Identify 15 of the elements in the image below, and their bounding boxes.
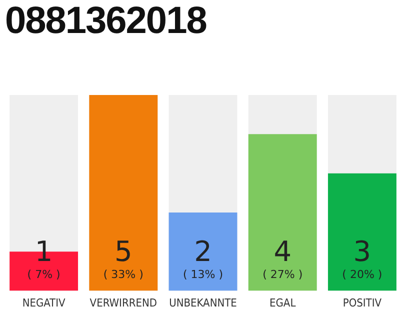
x-tick-label: EGAL	[270, 296, 296, 310]
annotation: ( 13% )	[182, 268, 224, 281]
data-label: 4	[274, 234, 292, 268]
annotation: ( 27% )	[262, 268, 303, 281]
x-tick-label: NEGATIV	[22, 296, 66, 310]
data-label: 3	[353, 234, 372, 268]
x-tick-label: UNBEKANNTE	[169, 296, 237, 310]
x-tick-label: POSITIV	[342, 296, 382, 310]
data-label: 5	[114, 234, 132, 268]
chart-title: 0881362018	[5, 0, 206, 43]
annotation: ( 7% )	[27, 268, 60, 281]
annotation: ( 20% )	[342, 268, 382, 281]
x-tick-label: VERWIRREND	[90, 296, 158, 310]
data-label: 2	[194, 234, 212, 268]
annotation: ( 33% )	[103, 268, 144, 281]
